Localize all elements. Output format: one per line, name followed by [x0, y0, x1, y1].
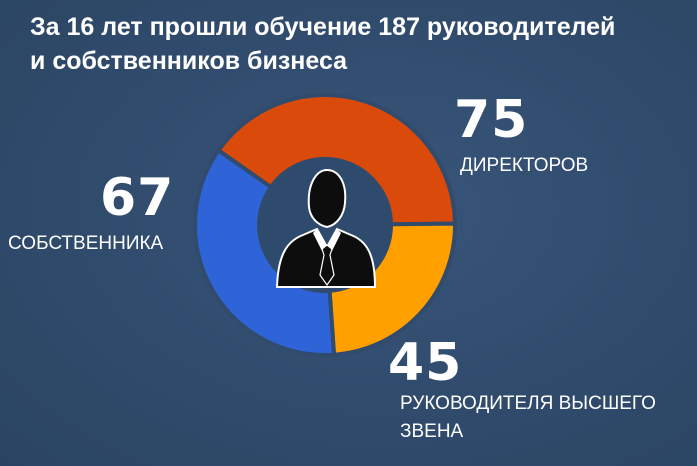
- value-label-owners: 67: [100, 168, 175, 228]
- person-collar: [313, 229, 341, 251]
- page-title: За 16 лет прошли обучение 187 руководите…: [30, 10, 680, 78]
- category-label-top-managers: РУКОВОДИТЕЛЯ ВЫСШЕГО ЗВЕНА: [400, 393, 656, 442]
- value-label-directors: 75: [454, 90, 529, 150]
- businessman-icon: [275, 168, 377, 288]
- person-tie: [319, 244, 335, 287]
- slice-top-managers: [327, 221, 457, 357]
- title-line-1: За 16 лет прошли обучение 187 руководите…: [30, 13, 616, 41]
- category-label-owners: СОБСТВЕННИКА: [8, 233, 164, 254]
- category-label-directors: ДИРЕКТОРОВ: [460, 155, 589, 176]
- title-line-2: и собственников бизнеса: [30, 47, 348, 75]
- person-head: [307, 168, 347, 229]
- value-label-top-managers: 45: [388, 333, 463, 393]
